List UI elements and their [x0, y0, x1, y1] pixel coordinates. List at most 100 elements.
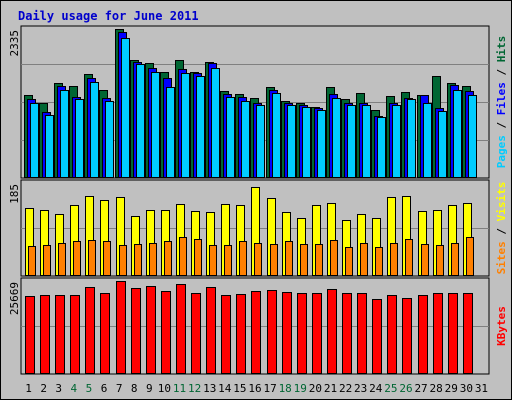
bar-kbytes-day-30	[463, 293, 473, 374]
bar-kbytes-day-11	[176, 284, 186, 374]
bar-sites-day-27	[421, 244, 429, 276]
bar-kbytes-day-17	[267, 290, 277, 374]
x-tick-label-28: 28	[430, 382, 443, 395]
bar-sites-day-1	[28, 246, 36, 276]
bar-kbytes-day-27	[418, 295, 428, 374]
bar-sites-day-21	[330, 240, 338, 276]
bar-kbytes-day-14	[221, 295, 231, 374]
y-max-label: 25669	[8, 282, 21, 315]
y-axis-label-part: KBytes	[495, 306, 508, 346]
bar-pages-day-5	[90, 82, 99, 178]
bar-sites-day-24	[375, 247, 383, 276]
bar-sites-day-18	[285, 241, 293, 276]
bar-kbytes-day-23	[357, 293, 367, 374]
x-tick-label-23: 23	[354, 382, 367, 395]
x-tick-label-27: 27	[414, 382, 427, 395]
bar-pages-day-3	[60, 90, 69, 178]
bar-pages-day-4	[75, 99, 84, 178]
y-axis-label-part: Files	[495, 82, 508, 115]
bar-sites-day-5	[88, 240, 96, 276]
x-tick-label-13: 13	[203, 382, 216, 395]
chart-title: Daily usage for June 2011	[18, 9, 199, 23]
bar-pages-day-10	[166, 87, 175, 178]
bar-kbytes-day-25	[387, 295, 397, 374]
bar-sites-day-7	[119, 245, 127, 276]
y-max-label: 185	[8, 184, 21, 204]
panel-visits-sites: 185 Sites / Visits	[8, 179, 508, 277]
bar-pages-day-11	[181, 73, 190, 178]
x-tick-label-6: 6	[101, 382, 108, 395]
bar-kbytes-day-16	[251, 291, 261, 374]
bar-kbytes-day-5	[85, 287, 95, 374]
bar-sites-day-15	[239, 241, 247, 276]
x-tick-label-2: 2	[40, 382, 47, 395]
bar-kbytes-day-6	[100, 293, 110, 374]
bar-kbytes-day-28	[433, 293, 443, 374]
bar-kbytes-day-24	[372, 299, 382, 374]
x-tick-label-31: 31	[475, 382, 488, 395]
bar-pages-day-2	[45, 115, 54, 178]
x-tick-label-16: 16	[248, 382, 261, 395]
bar-sites-day-10	[164, 241, 172, 276]
y-axis-label-part: Sites	[495, 241, 508, 274]
bar-sites-day-23	[360, 243, 368, 276]
y-axis-label-part: Pages	[495, 135, 508, 168]
x-tick-label-26: 26	[399, 382, 412, 395]
x-tick-label-22: 22	[339, 382, 352, 395]
x-tick-label-11: 11	[173, 382, 186, 395]
bar-kbytes-day-2	[40, 295, 50, 374]
x-tick-label-14: 14	[218, 382, 232, 395]
bar-sites-day-14	[224, 245, 232, 276]
y-axis-label-part: /	[495, 62, 508, 82]
bar-pages-day-18	[287, 105, 296, 178]
bar-pages-day-13	[211, 68, 220, 178]
x-tick-label-10: 10	[158, 382, 171, 395]
bar-pages-day-20	[317, 110, 326, 178]
x-tick-label-24: 24	[369, 382, 383, 395]
bar-pages-day-26	[407, 99, 416, 178]
bar-pages-day-17	[272, 93, 281, 178]
x-tick-label-3: 3	[55, 382, 62, 395]
bar-sites-day-6	[103, 241, 111, 276]
bar-sites-day-29	[451, 243, 459, 276]
panel-hits-files-pages: 2335 Pages / Files / Hits	[8, 25, 508, 179]
bar-sites-day-13	[209, 245, 217, 276]
y-axis-label: Pages / Files / Hits	[495, 36, 508, 169]
bar-kbytes-day-1	[25, 296, 35, 374]
bar-kbytes-day-26	[402, 298, 412, 374]
bar-pages-day-14	[226, 97, 235, 178]
x-tick-label-21: 21	[324, 382, 337, 395]
x-tick-label-5: 5	[86, 382, 93, 395]
bar-pages-day-23	[362, 105, 371, 178]
bar-kbytes-day-13	[206, 287, 216, 374]
y-axis-label: KBytes	[495, 306, 508, 346]
bar-kbytes-day-21	[327, 289, 337, 374]
y-axis-label-part: Hits	[495, 36, 508, 63]
bar-kbytes-day-29	[448, 293, 458, 374]
x-tick-label-7: 7	[116, 382, 123, 395]
x-tick-label-15: 15	[233, 382, 246, 395]
bar-kbytes-day-18	[282, 292, 292, 374]
bar-pages-day-8	[136, 64, 145, 178]
x-tick-label-19: 19	[294, 382, 307, 395]
bar-kbytes-day-15	[236, 294, 246, 374]
bar-pages-day-21	[332, 98, 341, 178]
bar-pages-day-15	[241, 101, 250, 178]
bar-pages-day-9	[151, 72, 160, 178]
bar-sites-day-26	[405, 239, 413, 276]
panel-kbytes: 25669 KBytes	[8, 277, 508, 375]
bar-sites-day-30	[466, 237, 474, 276]
x-axis: 1 2 3 4 5 6 7 8 9 10 11 12 13 14 15 16 17 18 19 20 21 22 23 24 2…	[25, 382, 488, 395]
bar-sites-day-16	[254, 243, 262, 276]
x-tick-label-1: 1	[25, 382, 32, 395]
bar-sites-day-12	[194, 239, 202, 276]
bar-kbytes-day-8	[131, 288, 141, 374]
bar-sites-day-25	[390, 243, 398, 276]
bar-kbytes-day-9	[146, 286, 156, 374]
bar-sites-day-4	[73, 241, 81, 276]
y-axis-label-part: Visits	[495, 182, 508, 222]
bar-pages-day-29	[453, 90, 462, 178]
bar-pages-day-30	[468, 95, 477, 178]
x-tick-label-20: 20	[309, 382, 322, 395]
